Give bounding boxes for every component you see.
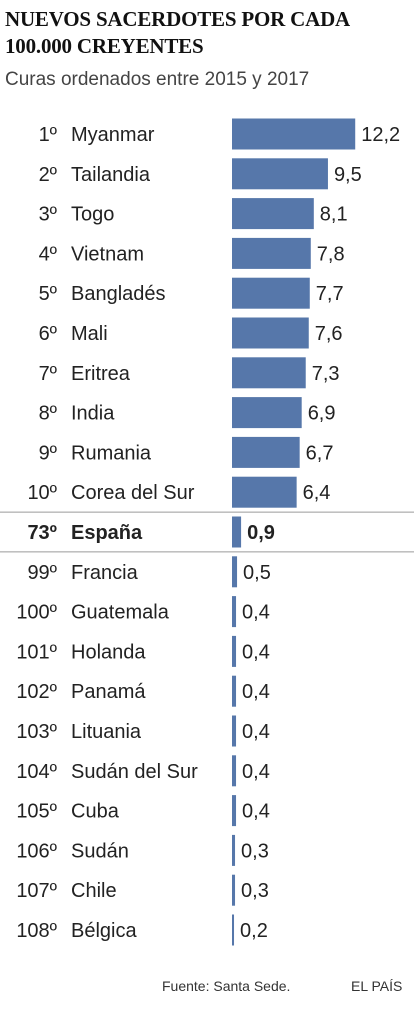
rank-label: 10º xyxy=(27,482,57,504)
value-label: 6,9 xyxy=(308,403,336,425)
country-label: Chile xyxy=(71,880,117,902)
country-label: Panamá xyxy=(71,681,146,703)
rank-label: 107º xyxy=(16,880,57,902)
bar xyxy=(232,556,238,588)
value-label: 6,7 xyxy=(306,442,334,464)
country-label: Francia xyxy=(71,562,139,584)
rank-label: 101º xyxy=(16,641,57,663)
bar xyxy=(232,914,235,946)
country-label: Togo xyxy=(71,204,114,226)
bar xyxy=(232,357,306,389)
country-label: Corea del Sur xyxy=(71,482,195,504)
rank-label: 9º xyxy=(39,442,58,464)
rank-label: 6º xyxy=(39,323,58,345)
value-label: 9,5 xyxy=(334,164,362,186)
chart-title: NUEVOS SACERDOTES POR CADA 100.000 CREYE… xyxy=(5,7,349,58)
country-label: Holanda xyxy=(71,641,146,663)
value-label: 0,2 xyxy=(240,920,268,942)
rank-label: 5º xyxy=(39,283,58,305)
rank-label: 106º xyxy=(16,840,57,862)
value-label: 7,8 xyxy=(317,243,345,265)
value-label: 0,4 xyxy=(242,681,270,703)
bar xyxy=(232,834,236,866)
value-label: 0,3 xyxy=(241,840,269,862)
rank-label: 104º xyxy=(16,761,57,783)
value-label: 0,4 xyxy=(242,641,270,663)
value-label: 12,2 xyxy=(361,124,400,146)
country-label: Eritrea xyxy=(71,363,131,385)
bar xyxy=(232,317,309,349)
value-label: 7,7 xyxy=(316,283,344,305)
country-label: Lituania xyxy=(71,721,142,743)
country-label: Cuba xyxy=(71,801,120,823)
country-label: España xyxy=(71,522,143,544)
country-label: Myanmar xyxy=(71,124,155,146)
country-label: Mali xyxy=(71,323,108,345)
rank-label: 102º xyxy=(16,681,57,703)
country-label: Rumania xyxy=(71,442,152,464)
value-label: 7,6 xyxy=(315,323,343,345)
value-label: 0,3 xyxy=(241,880,269,902)
rank-label: 105º xyxy=(16,801,57,823)
chart-subtitle: Curas ordenados entre 2015 y 2017 xyxy=(5,69,310,90)
bar xyxy=(232,158,328,190)
rank-label: 108º xyxy=(16,920,57,942)
bar xyxy=(232,795,237,827)
value-label: 0,4 xyxy=(242,602,270,624)
bar xyxy=(232,715,237,747)
country-label: Tailandia xyxy=(71,164,151,186)
country-label: Bangladés xyxy=(71,283,166,305)
value-label: 8,1 xyxy=(320,204,348,226)
rank-label: 8º xyxy=(39,403,58,425)
value-label: 0,4 xyxy=(242,721,270,743)
bar-chart: 1º Myanmar 12,2 2º Tailandia 9,5 3º Togo 8,1 4º Vi… xyxy=(0,118,414,946)
rank-label: 7º xyxy=(39,363,58,385)
bar xyxy=(232,277,310,309)
rank-label: 2º xyxy=(39,164,58,186)
country-label: Vietnam xyxy=(71,243,144,265)
bar xyxy=(232,397,302,429)
country-label: Bélgica xyxy=(71,920,137,942)
value-label: 0,4 xyxy=(242,761,270,783)
rank-label: 99º xyxy=(27,562,57,584)
rank-label: 4º xyxy=(39,243,58,265)
value-label: 0,4 xyxy=(242,801,270,823)
country-label: Sudán del Sur xyxy=(71,761,198,783)
bar xyxy=(232,675,237,707)
rank-label: 103º xyxy=(16,721,57,743)
bar xyxy=(232,237,311,269)
bar xyxy=(232,635,237,667)
rank-label: 73º xyxy=(27,522,57,544)
bar xyxy=(232,596,237,628)
value-label: 7,3 xyxy=(312,363,340,385)
rank-label: 3º xyxy=(39,204,58,226)
bar xyxy=(232,476,297,508)
bar xyxy=(232,198,314,230)
country-label: India xyxy=(71,403,115,425)
value-label: 6,4 xyxy=(303,482,331,504)
bar xyxy=(232,755,237,787)
source-note: Fuente: Santa Sede. xyxy=(162,978,291,994)
rank-label: 100º xyxy=(16,602,57,624)
bar xyxy=(232,874,236,906)
value-label: 0,5 xyxy=(243,562,271,584)
bar xyxy=(232,118,356,150)
bar xyxy=(232,436,300,468)
rank-label: 1º xyxy=(39,124,58,146)
country-label: Sudán xyxy=(71,840,129,862)
country-label: Guatemala xyxy=(71,602,170,624)
brand-label: EL PAÍS xyxy=(351,978,403,994)
bar xyxy=(232,516,242,548)
value-label: 0,9 xyxy=(247,522,275,544)
